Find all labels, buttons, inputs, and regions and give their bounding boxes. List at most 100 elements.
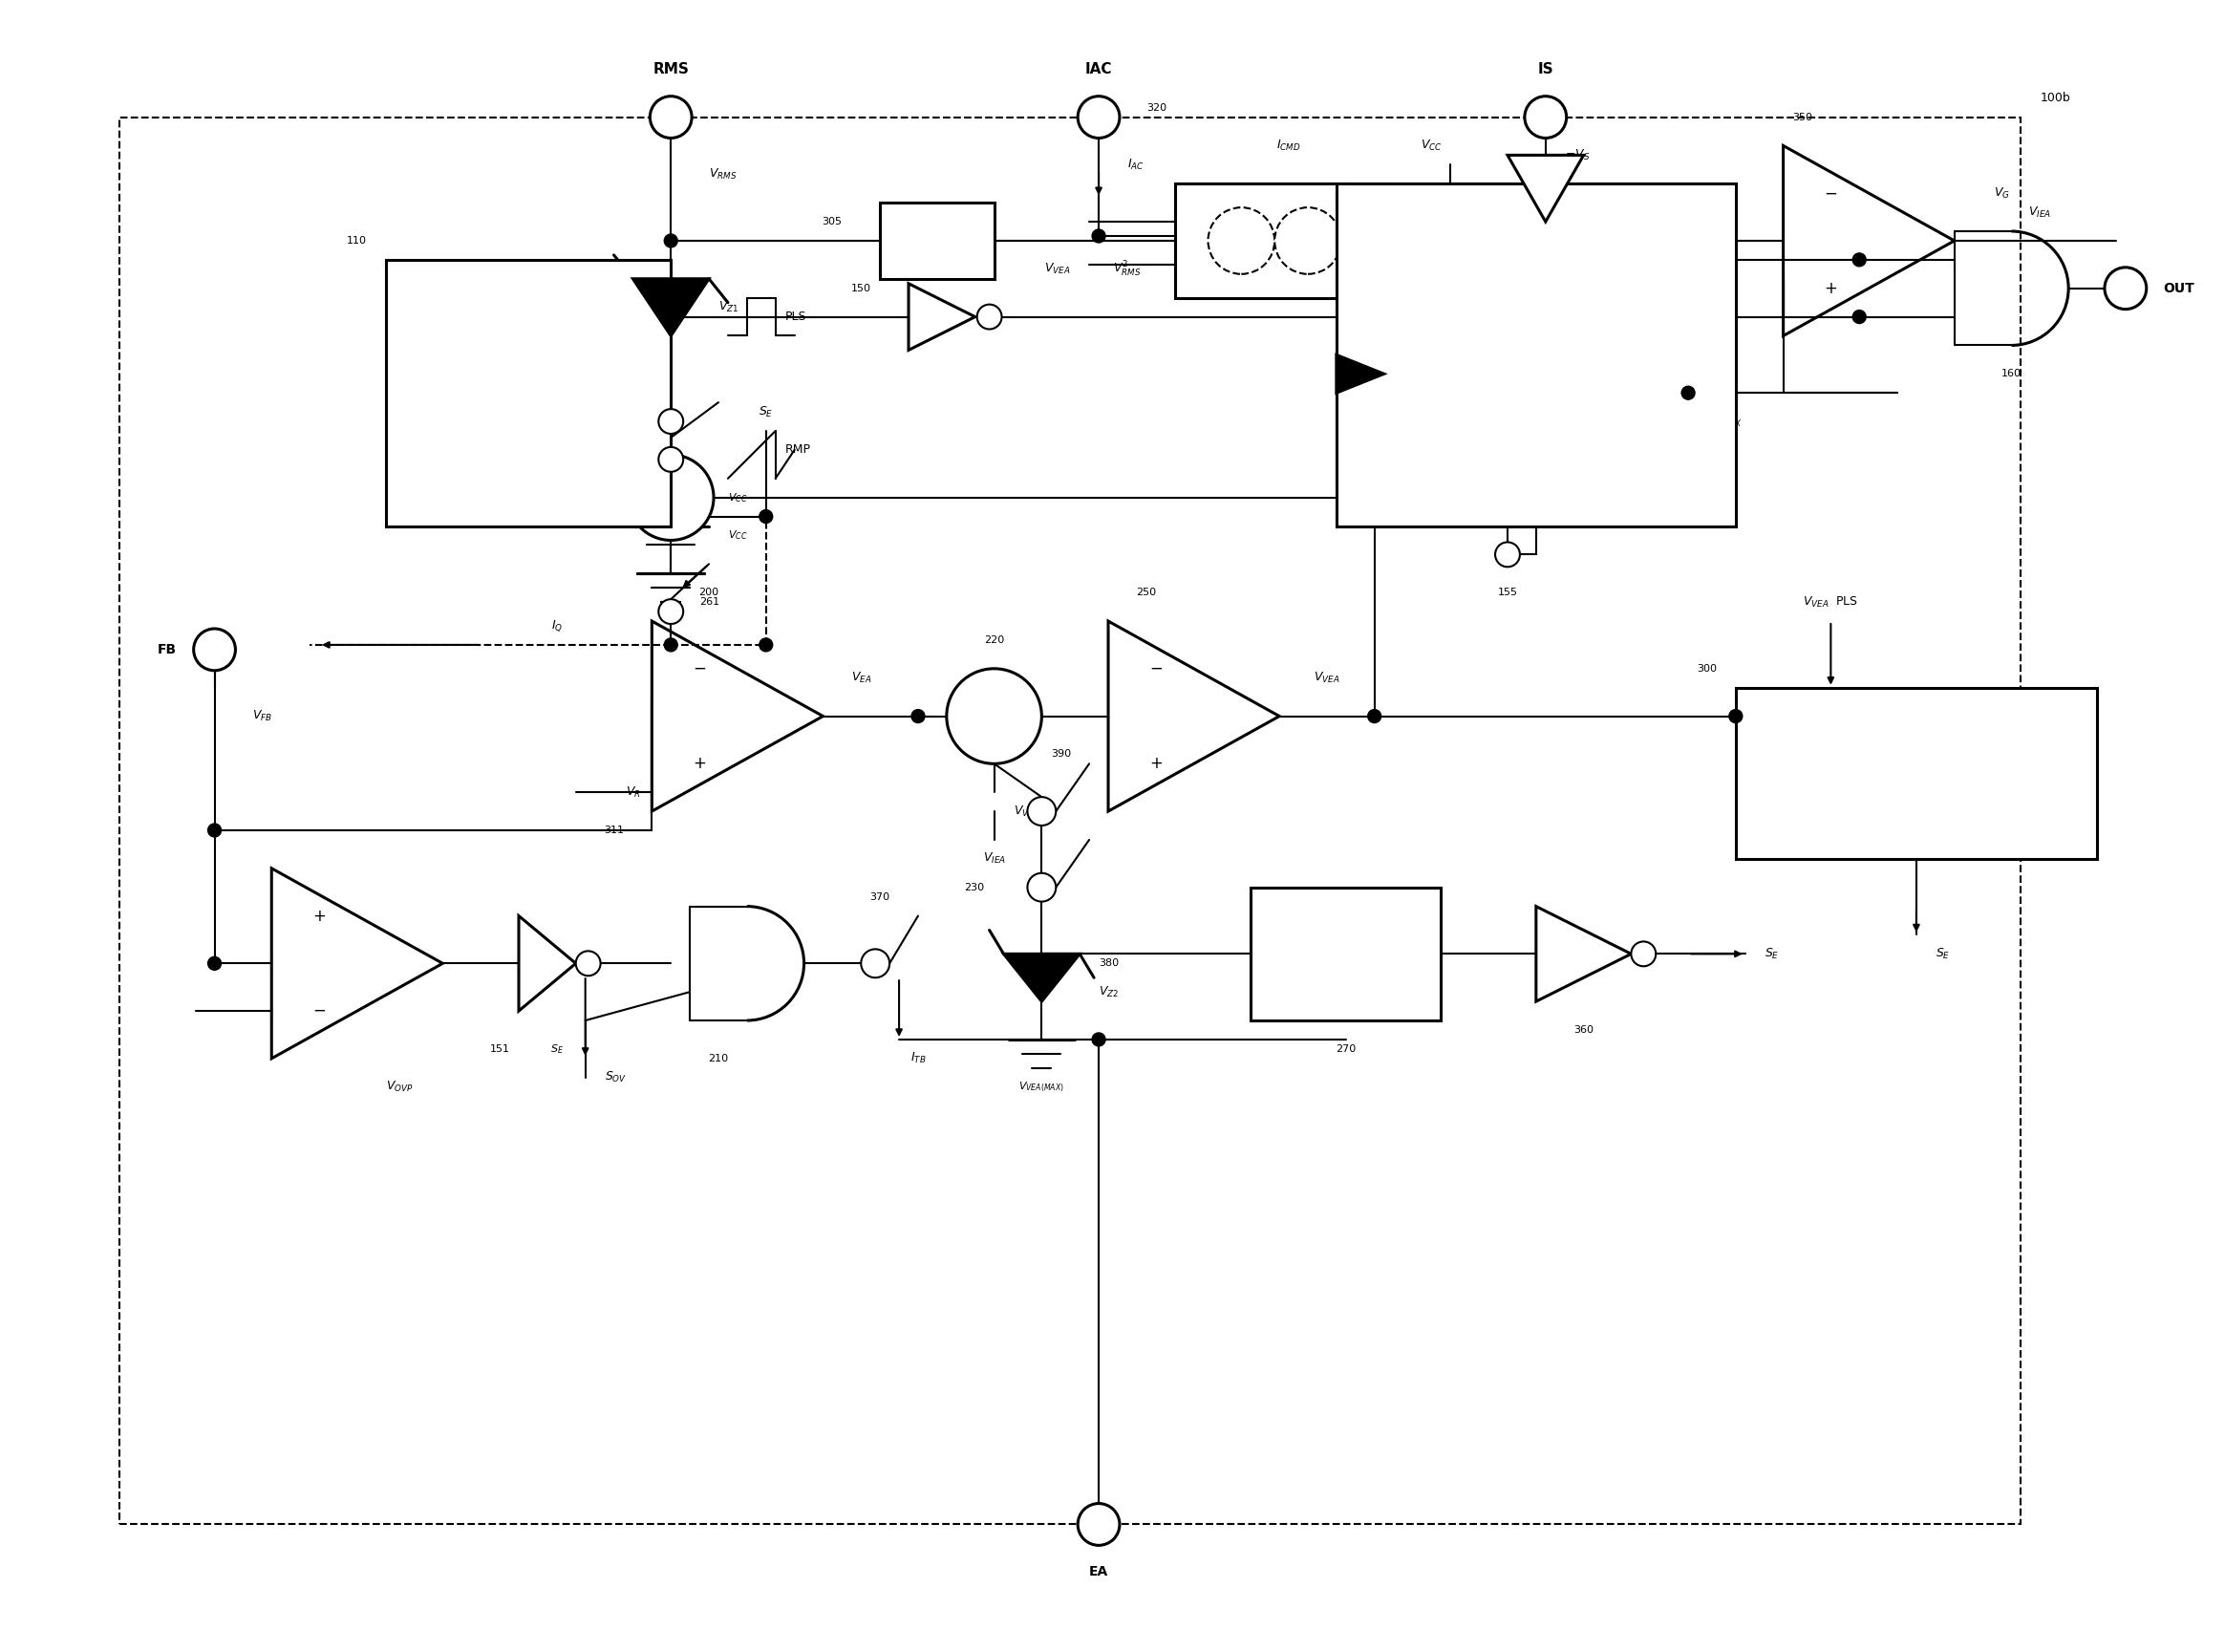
Text: 200: 200: [699, 588, 719, 598]
Text: $V_{RMS}^2$: $V_{RMS}^2$: [1112, 259, 1141, 279]
Circle shape: [1495, 542, 1520, 567]
Circle shape: [861, 950, 890, 978]
Circle shape: [627, 454, 714, 540]
Bar: [1337, 183, 1736, 525]
Text: −: −: [692, 661, 705, 677]
Bar: [1250, 887, 1442, 1021]
Text: IS: IS: [1537, 63, 1553, 76]
Text: +: +: [1824, 279, 1838, 297]
Text: $V_{RMS}$: $V_{RMS}$: [710, 167, 736, 182]
Text: $V_{CC}$: $V_{CC}$: [1420, 139, 1442, 154]
Text: 302: 302: [574, 426, 594, 436]
Bar: [1175, 183, 1384, 297]
Circle shape: [194, 629, 236, 671]
Circle shape: [1853, 311, 1867, 324]
Text: 160: 160: [2002, 368, 2023, 378]
Text: $I_{AC}$: $I_{AC}$: [1128, 157, 1144, 172]
Text: $V_{OVP}$: $V_{OVP}$: [385, 1080, 414, 1094]
Circle shape: [207, 824, 220, 838]
Text: +: +: [692, 755, 705, 773]
Text: $V_R$: $V_R$: [625, 785, 641, 800]
Circle shape: [1028, 872, 1057, 902]
Text: $-V_S$: $-V_S$: [1564, 149, 1589, 162]
Text: 155: 155: [1497, 588, 1517, 598]
Circle shape: [2105, 268, 2147, 309]
Circle shape: [1540, 188, 1646, 292]
Text: $V_{CC}$: $V_{CC}$: [728, 491, 748, 504]
Text: 210: 210: [708, 1054, 728, 1064]
Circle shape: [1368, 709, 1382, 724]
Circle shape: [912, 709, 926, 724]
Circle shape: [650, 96, 692, 139]
Text: $V_{IEA}$: $V_{IEA}$: [2029, 205, 2051, 220]
Circle shape: [1275, 208, 1342, 274]
Text: −: −: [1148, 661, 1161, 677]
Text: IAC: IAC: [1086, 63, 1112, 76]
Text: $V_{Z2}$: $V_{Z2}$: [1099, 985, 1119, 999]
Polygon shape: [632, 279, 710, 335]
Text: RMP: RMP: [785, 444, 810, 456]
Text: +: +: [312, 907, 325, 925]
Text: R: R: [1502, 463, 1513, 476]
Circle shape: [1077, 1503, 1119, 1545]
Text: $V_{IEA}$: $V_{IEA}$: [983, 851, 1006, 866]
Text: 340: 340: [1718, 388, 1738, 398]
Text: 110: 110: [347, 236, 367, 246]
Circle shape: [1631, 942, 1655, 966]
Text: OUT: OUT: [2163, 281, 2194, 296]
Text: 330: 330: [1718, 322, 1738, 330]
Text: 370: 370: [870, 892, 890, 902]
Circle shape: [759, 510, 772, 524]
Text: 250: 250: [1137, 588, 1157, 598]
Text: 151: 151: [490, 1044, 510, 1054]
Polygon shape: [1003, 953, 1079, 1001]
Text: +: +: [1555, 202, 1566, 215]
Text: 150: 150: [850, 284, 870, 292]
Text: +: +: [959, 676, 970, 689]
Circle shape: [1092, 1032, 1106, 1046]
Text: 390: 390: [1050, 750, 1070, 758]
Text: $V_{VEA}$  PLS: $V_{VEA}$ PLS: [1802, 595, 1858, 610]
Text: ÷: ÷: [1302, 233, 1315, 249]
Text: PLS: PLS: [785, 311, 805, 324]
Text: D: D: [1404, 253, 1415, 268]
Text: 270: 270: [1335, 1044, 1355, 1054]
Text: Σ: Σ: [1586, 221, 1600, 240]
Text: $S_{OV}$: $S_{OV}$: [1718, 329, 1740, 344]
Text: $I_Q$: $I_Q$: [552, 618, 563, 633]
Text: ck: ck: [1413, 368, 1426, 380]
Text: 320: 320: [1146, 102, 1166, 112]
Circle shape: [665, 235, 679, 248]
Circle shape: [946, 669, 1041, 763]
Text: ⊓: ⊓: [1337, 945, 1355, 963]
Circle shape: [207, 957, 220, 970]
Text: 360: 360: [1573, 1026, 1593, 1034]
Text: +: +: [1522, 202, 1533, 215]
Text: $S_E$: $S_E$: [550, 1042, 563, 1056]
Circle shape: [1853, 253, 1867, 266]
Circle shape: [1729, 709, 1742, 724]
Text: $S_E$: $S_E$: [1936, 947, 1949, 961]
Text: ×: ×: [1235, 233, 1248, 249]
Bar: [881, 203, 995, 279]
Text: −: −: [1824, 185, 1838, 202]
Text: $V_{EA}$: $V_{EA}$: [850, 671, 872, 686]
Text: $S_E$: $S_E$: [759, 405, 774, 420]
Text: OSC: OSC: [512, 385, 543, 400]
Text: $V_G$: $V_G$: [1994, 187, 2009, 200]
Text: $I_{CMD}$: $I_{CMD}$: [1277, 139, 1302, 154]
Polygon shape: [1337, 355, 1384, 393]
Bar: [120, 117, 2020, 1525]
Text: $V_{VEA}$: $V_{VEA}$: [1313, 671, 1339, 686]
Text: 311: 311: [603, 826, 623, 834]
Circle shape: [1077, 96, 1119, 139]
Text: $I_{TB}$: $I_{TB}$: [910, 1051, 926, 1066]
Text: $S_{OV}$: $S_{OV}$: [605, 1070, 627, 1085]
Text: $V_{CC}$: $V_{CC}$: [728, 529, 748, 542]
Text: $V_{Z1}$: $V_{Z1}$: [719, 301, 739, 314]
Text: 350: 350: [1791, 112, 1813, 122]
Circle shape: [659, 448, 683, 472]
Text: +: +: [1555, 268, 1566, 281]
Text: Σ: Σ: [988, 699, 999, 715]
Circle shape: [1208, 208, 1275, 274]
